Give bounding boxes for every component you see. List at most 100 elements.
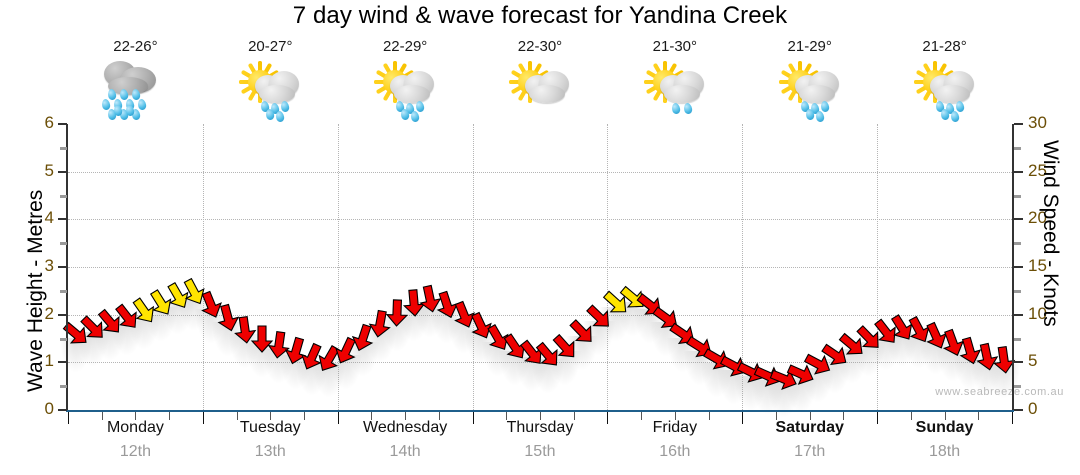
weather-icon-sun-cloud — [503, 59, 577, 117]
wind-arrow — [785, 358, 818, 389]
y-axis-right-title: Wind Speed - Knots — [1039, 140, 1062, 327]
y-axis-right — [1012, 124, 1014, 410]
weather-icon-sun-cloud-rain — [368, 59, 442, 123]
wind-arrow — [367, 309, 393, 338]
y-tick-left — [58, 266, 67, 268]
y-axis-left-tick-label: 5 — [44, 160, 54, 180]
temperature-range: 21-30° — [652, 38, 698, 55]
temperature-range: 21-28° — [922, 38, 967, 55]
weather-icon-rain — [98, 59, 172, 121]
x-axis-day-label: Tuesday — [239, 419, 301, 436]
x-tick-6h — [101, 412, 103, 420]
y-axis-right-tick-label: 5 — [1028, 351, 1038, 371]
x-tick-day — [1012, 412, 1013, 424]
y-minor-tick-left — [60, 146, 67, 150]
wind-arrow — [818, 338, 852, 371]
x-tick-6h — [540, 412, 541, 420]
wind-arrow-gust — [127, 294, 160, 328]
x-axis-date-label: 15th — [524, 443, 556, 460]
y-tick-left — [58, 313, 67, 316]
x-tick-6h — [405, 412, 407, 420]
wind-arrow — [869, 315, 902, 349]
x-tick-6h — [438, 412, 440, 420]
wind-arrow — [93, 305, 127, 339]
x-tick-6h — [843, 412, 845, 420]
weather-icon-sun-cloud-rain — [773, 59, 847, 123]
y-axis-right-tick-label: 0 — [1028, 399, 1038, 418]
wind-arrow — [385, 299, 408, 327]
raindrop-icon — [949, 110, 960, 123]
gridline-day-boundary — [877, 124, 879, 410]
wind-arrow — [938, 327, 968, 359]
temperature-range: 22-30° — [517, 38, 563, 55]
raindrop-icon — [275, 110, 286, 123]
y-minor-tick-right — [1014, 146, 1021, 150]
x-tick-6h — [573, 412, 575, 420]
wind-arrow — [76, 311, 110, 345]
wind-arrow — [482, 321, 514, 355]
wind-arrow — [417, 284, 444, 314]
x-tick-day — [607, 412, 609, 424]
x-axis-date-label: 14th — [389, 443, 421, 460]
x-tick-day — [742, 412, 744, 424]
y-tick-right — [1014, 313, 1023, 316]
wind-arrow — [449, 298, 479, 330]
plot-area — [60, 124, 1020, 418]
x-axis-date-label: 16th — [659, 443, 691, 460]
wind-arrow — [565, 315, 599, 349]
wind-arrow — [250, 325, 274, 354]
x-tick-6h — [304, 412, 305, 420]
cloud-icon — [528, 85, 565, 103]
wind-arrow — [548, 330, 582, 364]
watermark: www.seabreeze.com.au — [935, 386, 1064, 398]
cloud-icon — [394, 85, 431, 103]
raindrop-icon — [137, 98, 148, 111]
wind-arrow — [956, 335, 984, 366]
y-tick-right — [1014, 123, 1023, 125]
y-minor-tick-left — [60, 194, 67, 198]
y-minor-tick-left — [60, 337, 67, 341]
wind-arrow — [313, 342, 345, 376]
y-axis-right-tick-label: 15 — [1028, 256, 1047, 275]
wind-arrow — [582, 300, 616, 334]
weather-icon-sun-cloud-rain — [233, 59, 307, 123]
cloud-icon — [798, 85, 835, 103]
x-axis-date-label: 13th — [254, 443, 286, 460]
x-tick-6h — [371, 412, 373, 420]
x-tick-day — [337, 412, 339, 424]
x-tick-6h — [978, 412, 980, 420]
x-tick-6h — [809, 412, 811, 420]
wind-arrow — [835, 328, 869, 362]
wind-arrow — [331, 334, 362, 367]
raindrop-icon — [682, 102, 693, 115]
y-tick-left — [58, 409, 67, 411]
y-minor-tick-right — [1014, 385, 1021, 389]
raindrop-icon — [670, 102, 681, 115]
x-tick-6h — [236, 412, 238, 420]
x-axis-day-label: Thursday — [506, 419, 574, 436]
x-tick-6h — [708, 412, 710, 420]
wind-arrow — [852, 321, 886, 355]
wind-arrow — [349, 322, 378, 354]
y-minor-tick-left — [60, 242, 67, 246]
y-axis-right-tick-label: 10 — [1028, 303, 1047, 323]
y-tick-left — [58, 170, 67, 173]
wind-arrow — [196, 289, 226, 321]
wind-arrow-gust — [162, 279, 194, 313]
weather-icon-sun-cloud-rain — [908, 59, 982, 123]
y-tick-right — [1014, 218, 1023, 221]
wind-arrow — [666, 317, 700, 350]
y-axis-left-tick-label: 4 — [44, 208, 54, 228]
x-axis-day-label: Sunday — [915, 419, 974, 436]
x-axis-date-label: 12th — [119, 443, 151, 460]
wind-arrow-gust — [144, 286, 176, 320]
day-header-wednesday: 22-29° — [338, 38, 473, 123]
weather-icon-sun-cloud-light-rain — [638, 59, 712, 117]
day-header-saturday: 21-29° — [742, 38, 877, 123]
wind-arrow — [110, 300, 143, 334]
raindrop-icon — [814, 110, 825, 123]
x-tick-day — [68, 412, 69, 424]
x-tick-6h — [674, 412, 676, 420]
wind-arrow — [232, 315, 257, 345]
